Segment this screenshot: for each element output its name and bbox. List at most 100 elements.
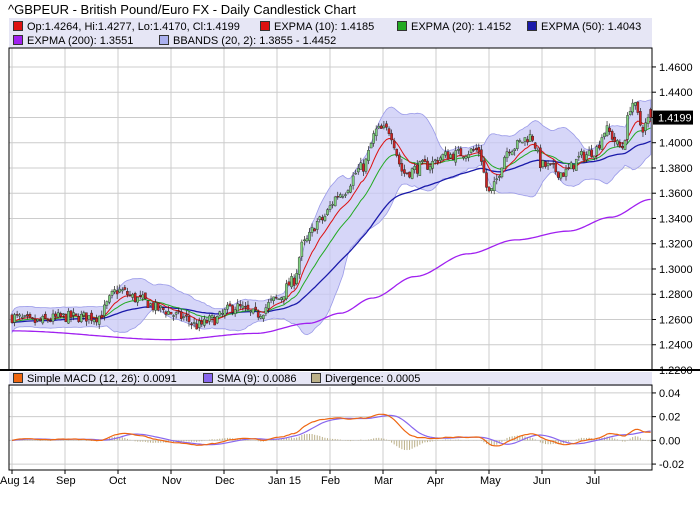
candle-body: [103, 304, 106, 316]
expma-10-line: [11, 120, 651, 324]
candle-body: [297, 257, 301, 275]
legend-swatch-signal: [203, 373, 213, 383]
candle-body: [285, 283, 288, 299]
candle-body: [580, 151, 583, 156]
candle-body: [172, 315, 175, 317]
candle-body: [303, 239, 306, 242]
candle-body: [20, 316, 24, 319]
candle-body: [544, 161, 547, 167]
candle-body: [539, 147, 542, 169]
candle-body: [649, 109, 652, 118]
x-tick-label: Feb: [321, 475, 340, 487]
x-tick-label: Oct: [109, 475, 126, 487]
candle-body: [64, 313, 68, 322]
candle-body: [508, 151, 511, 154]
last-price-label: 1.4199: [658, 113, 692, 125]
candle-body: [374, 128, 378, 137]
price-tick-label: 1.2600: [659, 314, 693, 326]
legend-swatch-expma-200: [13, 35, 23, 45]
candle-body: [628, 111, 632, 116]
candle-body: [598, 144, 601, 149]
candle-body: [498, 176, 501, 178]
candle-body: [574, 158, 578, 171]
candle-body: [610, 130, 614, 140]
candle-body: [44, 313, 47, 319]
candle-body: [205, 320, 209, 324]
candle-body: [162, 307, 165, 310]
legend-expma-10: EXPMA (10): 1.4185: [260, 21, 374, 33]
candle-body: [249, 310, 252, 312]
candle-body: [308, 232, 311, 241]
price-tick-label: 1.3600: [659, 188, 693, 200]
candle-body: [300, 241, 304, 257]
legend-divergence: Divergence: 0.0005: [311, 373, 420, 385]
legend-swatch-ohlc: [13, 21, 23, 31]
x-axis: Aug 14 Sep Oct Nov Dec Jan 15 Feb Mar Apr May Jun J…: [0, 470, 600, 487]
legend-expma-20: EXPMA (20): 1.4152: [397, 21, 511, 33]
macd-tick-label: -0.02: [659, 459, 684, 471]
candle-body: [97, 315, 101, 325]
candle-body: [138, 295, 142, 297]
candle-body: [156, 302, 160, 311]
candle-body: [146, 300, 150, 308]
candle-body: [272, 296, 275, 301]
candle-body: [549, 163, 552, 165]
candle-body: [254, 306, 257, 310]
candle-body: [436, 160, 440, 164]
candle-body: [444, 151, 447, 156]
candle-body: [195, 323, 198, 330]
candle-body: [477, 147, 481, 153]
candle-body: [292, 277, 296, 286]
candle-body: [28, 314, 32, 318]
price-tick-label: 1.2800: [659, 289, 693, 301]
candle-body: [167, 311, 170, 315]
candle-body: [641, 126, 645, 133]
x-tick-label: Mar: [374, 475, 393, 487]
candle-body: [633, 102, 637, 106]
candle-body: [426, 160, 429, 170]
candle-body: [77, 316, 80, 322]
expma-50-line: [11, 140, 651, 324]
candle-body: [149, 303, 152, 306]
legend-expma-200: EXPMA (200): 1.3551: [13, 35, 133, 47]
macd-plot-area: [9, 387, 652, 470]
candle-body: [33, 319, 37, 323]
candle-body: [554, 162, 558, 173]
candle-body: [518, 140, 522, 142]
candle-body: [182, 316, 186, 318]
candle-body: [500, 167, 504, 178]
candle-body: [618, 142, 622, 147]
candle-body: [56, 312, 60, 318]
candle-body: [339, 194, 342, 198]
candle-body: [179, 311, 183, 319]
legend-swatch-bbands: [159, 35, 169, 45]
candle-body: [423, 159, 427, 162]
candle-body: [131, 294, 134, 298]
candle-body: [562, 172, 565, 177]
candle-body: [513, 148, 517, 152]
candle-body: [631, 102, 634, 113]
candle-body: [210, 315, 214, 319]
candle-body: [359, 162, 363, 170]
candle-body: [38, 318, 42, 321]
candle-body: [595, 146, 599, 156]
candle-body: [241, 305, 245, 309]
candle-body: [223, 309, 227, 316]
candle-body: [90, 312, 93, 321]
candle-body: [590, 149, 593, 157]
candle-body: [523, 137, 527, 142]
candle-body: [264, 307, 268, 314]
candle-body: [603, 132, 606, 137]
candle-body: [462, 156, 465, 159]
candle-body: [269, 298, 273, 301]
price-tick-label: 1.4200: [659, 112, 693, 124]
price-tick-label: 1.4000: [659, 138, 693, 150]
candle-body: [608, 127, 611, 132]
candle-body: [367, 150, 370, 161]
candle-body: [136, 297, 139, 303]
candle-body: [177, 310, 181, 313]
candle-body: [364, 158, 368, 172]
candle-body: [200, 320, 204, 325]
candle-body: [551, 163, 555, 165]
